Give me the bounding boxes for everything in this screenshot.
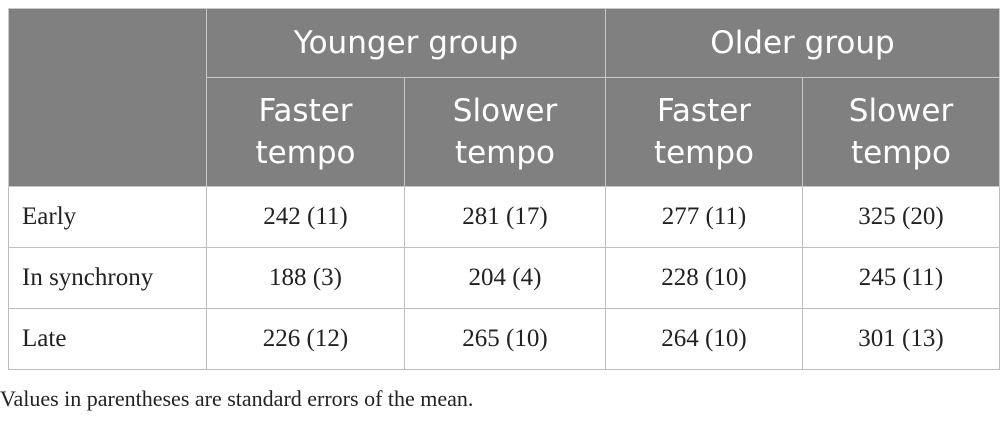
row-label: Late xyxy=(8,308,207,370)
table-cell: 325 (20) xyxy=(802,186,1000,248)
corner-cell xyxy=(8,8,207,187)
table-cell: 204 (4) xyxy=(404,247,606,309)
table-row: In synchrony 188 (3) 204 (4) 228 (10) 24… xyxy=(8,247,1000,309)
condition-header-line: Faster xyxy=(258,93,353,129)
condition-header-line: tempo xyxy=(255,135,356,171)
group-header-older: Older group xyxy=(605,8,1000,78)
condition-header-line: Slower xyxy=(452,93,558,129)
condition-header-line: tempo xyxy=(653,135,755,171)
table-cell: 301 (13) xyxy=(802,308,1000,370)
condition-header-line: tempo xyxy=(850,135,952,171)
table-footnote: Values in parentheses are standard error… xyxy=(0,386,474,411)
table-cell: 277 (11) xyxy=(605,186,803,248)
row-label: In synchrony xyxy=(8,247,207,309)
condition-header-row: Faster tempo Slower tempo Faster tempo S… xyxy=(9,77,1000,187)
condition-header-line: Slower xyxy=(848,93,954,129)
table-cell: 264 (10) xyxy=(605,308,803,370)
table-header: Younger group Older group Faster tempo S… xyxy=(8,8,1000,187)
condition-header-line: Faster xyxy=(656,93,752,129)
group-header-younger: Younger group xyxy=(206,8,606,78)
row-label: Early xyxy=(8,186,207,248)
table-cell: 188 (3) xyxy=(206,247,405,309)
table-cell: 281 (17) xyxy=(404,186,606,248)
table-cell: 226 (12) xyxy=(206,308,405,370)
table-row: Late 226 (12) 265 (10) 264 (10) 301 (13) xyxy=(8,308,1000,370)
condition-header-line: tempo xyxy=(454,135,556,171)
condition-header: Faster tempo xyxy=(206,77,405,187)
condition-header: Faster tempo xyxy=(605,77,803,187)
group-header-row: Younger group Older group xyxy=(8,8,1000,187)
results-table: Younger group Older group Faster tempo S… xyxy=(8,8,1000,370)
table-cell: 242 (11) xyxy=(206,186,405,248)
condition-header: Slower tempo xyxy=(802,77,1000,187)
table-body: Early 242 (11) 281 (17) 277 (11) 325 (20… xyxy=(8,186,1000,370)
condition-header: Slower tempo xyxy=(404,77,606,187)
table-row: Early 242 (11) 281 (17) 277 (11) 325 (20… xyxy=(8,186,1000,248)
table-cell: 245 (11) xyxy=(802,247,1000,309)
table-cell: 228 (10) xyxy=(605,247,803,309)
table-cell: 265 (10) xyxy=(404,308,606,370)
